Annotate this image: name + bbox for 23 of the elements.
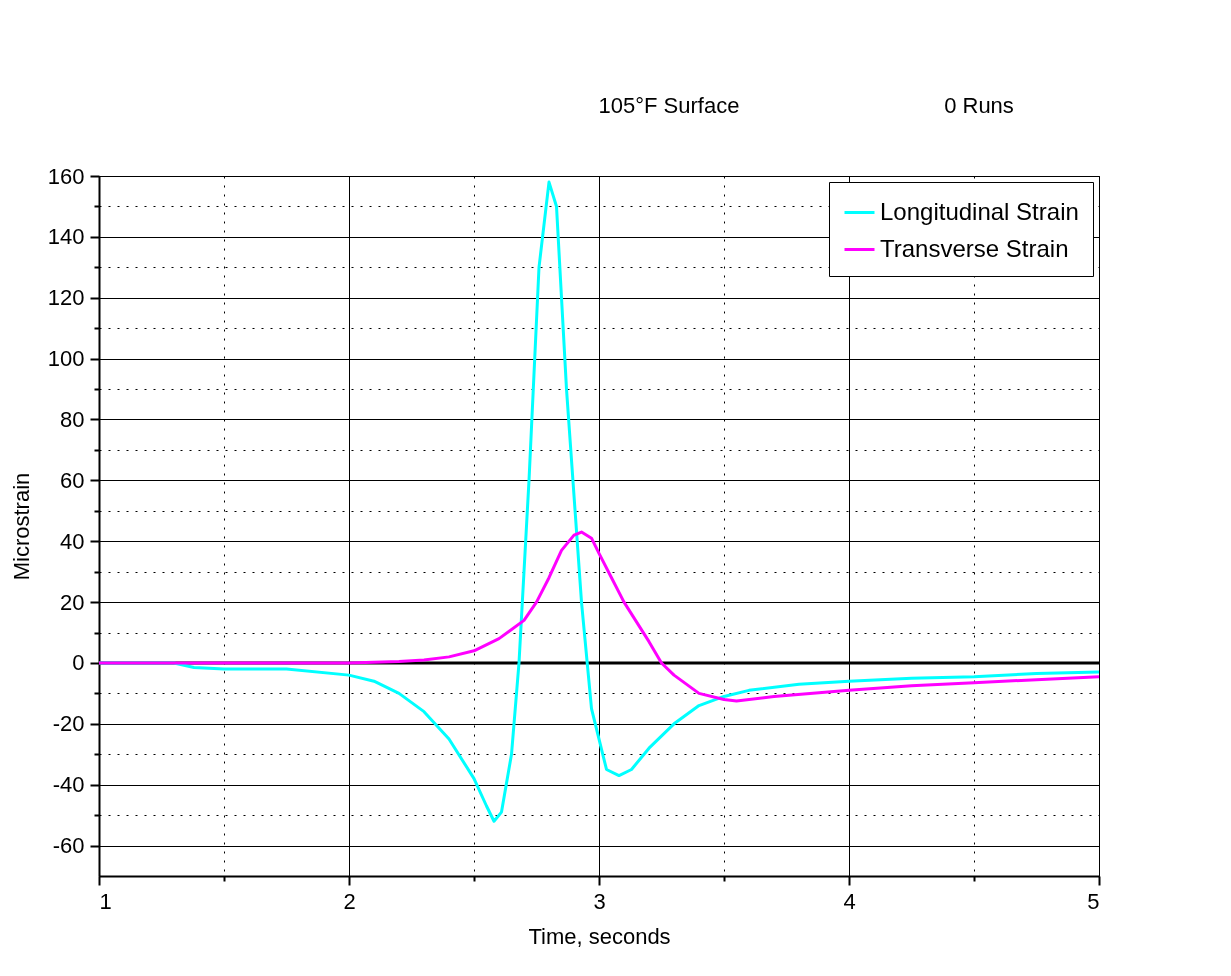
chart-title: 105°F Surface — [598, 93, 740, 118]
y-tick-label: 140 — [47, 224, 85, 250]
legend-label: Transverse Strain — [880, 234, 1069, 262]
y-axis-title: Microstrain — [8, 472, 34, 581]
chart-subtitle: 0 Runs — [944, 93, 1014, 118]
y-tick-label: -60 — [52, 833, 85, 859]
y-tick-label: 40 — [60, 528, 85, 554]
y-tick-label: 100 — [47, 346, 85, 372]
y-tick-label: 20 — [60, 589, 85, 615]
y-tick-label: -20 — [52, 711, 85, 737]
x-tick-label: 3 — [593, 888, 606, 914]
x-tick-label: 5 — [1087, 888, 1100, 914]
legend-label: Longitudinal Strain — [880, 197, 1079, 225]
y-tick-label: 120 — [47, 285, 85, 311]
x-axis-title: Time, seconds — [528, 923, 671, 949]
x-tick-label: 2 — [343, 888, 356, 914]
x-tick-label: 1 — [99, 888, 112, 914]
y-tick-label: 80 — [60, 406, 85, 432]
y-tick-label: 160 — [47, 163, 85, 189]
x-tick-label: 4 — [843, 888, 856, 914]
y-tick-label: -40 — [52, 772, 85, 798]
y-tick-label: 60 — [60, 467, 85, 493]
y-tick-label: 0 — [72, 650, 85, 676]
